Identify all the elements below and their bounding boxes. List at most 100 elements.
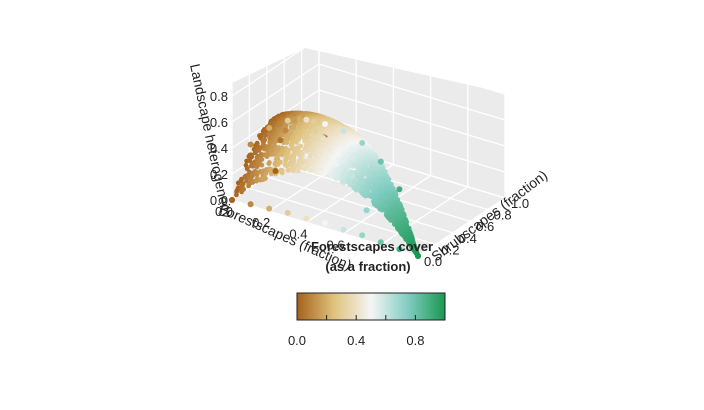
data-point (272, 152, 278, 157)
data-point (254, 171, 260, 177)
data-point (296, 152, 302, 158)
colorbar-title-line2: (as a fraction) (325, 259, 410, 274)
data-point (279, 152, 285, 158)
wall-gridline (318, 89, 506, 147)
floor-gridline (231, 199, 419, 257)
data-points (229, 110, 421, 259)
data-point (312, 166, 318, 172)
data-point (308, 167, 313, 173)
data-point (256, 147, 262, 153)
data-point (283, 158, 288, 164)
colorbar (296, 292, 446, 321)
wall-gridline (318, 63, 506, 121)
data-point (379, 207, 385, 213)
series-point (303, 116, 310, 123)
series-point (359, 140, 366, 146)
series-point (377, 158, 384, 165)
data-point (388, 217, 394, 223)
series-point (310, 118, 317, 125)
data-point (285, 136, 291, 142)
data-point (354, 187, 359, 193)
floor-gridline (417, 197, 506, 257)
series-point (296, 116, 303, 123)
data-point (295, 168, 301, 174)
colorbar-ticks: 0.0 0.4 0.8 (288, 315, 446, 348)
data-point (300, 151, 305, 157)
z-tick-label: 0.2 (210, 167, 228, 182)
series-point (277, 137, 284, 144)
x-tick-label: 0.0 (215, 204, 233, 219)
data-point (299, 160, 305, 166)
z-tick-label: 0.8 (210, 89, 228, 104)
series-point (266, 205, 273, 212)
y-tick-label: 0.4 (459, 231, 477, 246)
series-point (320, 136, 327, 143)
data-point (259, 157, 265, 162)
colorbar-tick-label: 0.8 (406, 333, 424, 348)
data-point (275, 156, 281, 162)
series-point (335, 151, 342, 158)
series-point (284, 209, 291, 216)
data-point (363, 193, 368, 199)
wall-gridline (318, 115, 506, 173)
colorbar-tick-label: 0.0 (288, 333, 306, 348)
data-point (293, 140, 299, 145)
data-point (309, 146, 315, 152)
wall-gridline (231, 63, 320, 123)
floor-gridline (266, 176, 453, 234)
series-point (284, 117, 291, 124)
y-tick-label: 0.2 (441, 242, 459, 257)
y-tick-label: 0.6 (476, 219, 494, 234)
data-point (253, 150, 258, 156)
series-point (349, 172, 356, 179)
x-tick-label: 0.2 (252, 215, 270, 230)
series-point (247, 141, 254, 148)
data-point (291, 168, 296, 174)
data-point (264, 154, 270, 160)
data-point (302, 166, 308, 172)
z-tick-label: 0.6 (210, 115, 228, 130)
data-point (298, 143, 304, 149)
data-point (254, 164, 260, 170)
series-point (340, 226, 347, 233)
series-point (415, 253, 421, 259)
series-point (396, 186, 403, 193)
series-point (229, 197, 235, 203)
data-point (266, 161, 272, 167)
data-point (315, 170, 320, 175)
data-point (263, 175, 268, 181)
series-point (377, 239, 384, 246)
series-point (282, 127, 289, 134)
data-point (241, 187, 247, 192)
data-point (263, 171, 268, 177)
data-point (334, 176, 339, 182)
series-point (291, 117, 298, 124)
series-point (340, 127, 347, 134)
y-tick-label: 0.8 (494, 208, 512, 223)
series-point (266, 125, 273, 131)
series-point (322, 121, 328, 127)
wall-gridline (231, 37, 320, 97)
colorbar-tick-label: 0.4 (347, 333, 365, 348)
series-point (303, 215, 310, 222)
y-tick-label: 0.0 (424, 254, 442, 269)
colorbar-title-line1: Forestscapes cover (311, 239, 433, 254)
data-point (234, 192, 239, 198)
wall-gridline (318, 37, 506, 95)
series-point (322, 219, 328, 226)
floor-gridline (380, 186, 469, 246)
data-point (250, 180, 256, 185)
data-point (350, 164, 356, 169)
series-point (359, 232, 366, 239)
data-point (268, 171, 274, 177)
data-point (259, 162, 265, 168)
data-point (284, 163, 290, 169)
tick-labels: 0.00.20.40.60.80.00.20.40.60.00.20.40.60… (210, 89, 529, 269)
data-point (315, 137, 321, 143)
y-tick-label: 1.0 (511, 196, 529, 211)
series-point (363, 207, 370, 214)
data-point (275, 161, 281, 167)
data-point (347, 163, 353, 169)
data-point (341, 180, 347, 185)
